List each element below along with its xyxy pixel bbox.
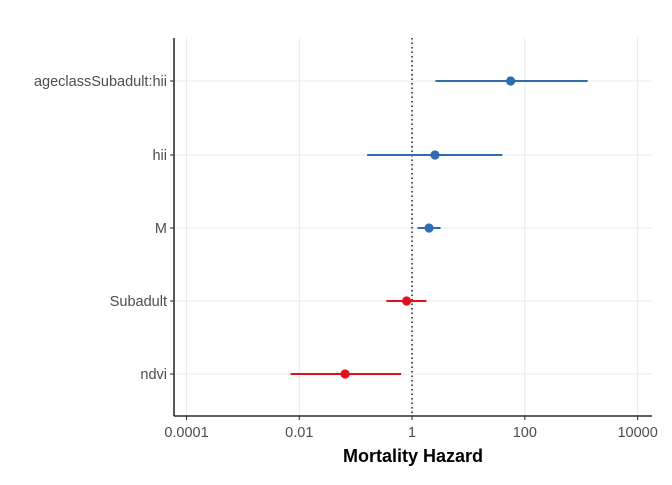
axes	[170, 38, 652, 420]
y-tick-label: Subadult	[110, 294, 167, 310]
x-tick-label: 0.0001	[164, 425, 208, 441]
point-estimates	[340, 76, 516, 379]
y-tick-label: M	[155, 221, 167, 237]
grid-lines	[174, 38, 652, 416]
y-tick-label: ndvi	[140, 367, 167, 383]
y-tick-label: hii	[152, 148, 167, 164]
x-tick-label: 0.01	[285, 425, 313, 441]
axis-labels: ageclassSubadult:hii hii M Subadult ndvi 0.00…	[34, 74, 658, 466]
x-tick-label: 100	[513, 425, 537, 441]
point-estimate	[424, 223, 434, 233]
point-estimate	[401, 296, 412, 306]
x-tick-label: 10000	[617, 425, 657, 441]
x-tick-label: 1	[408, 425, 416, 441]
point-estimate	[340, 369, 350, 379]
point-estimate	[430, 150, 440, 160]
x-axis-title: Mortality Hazard	[343, 446, 483, 466]
point-estimate	[506, 76, 516, 86]
y-tick-label: ageclassSubadult:hii	[34, 74, 167, 90]
